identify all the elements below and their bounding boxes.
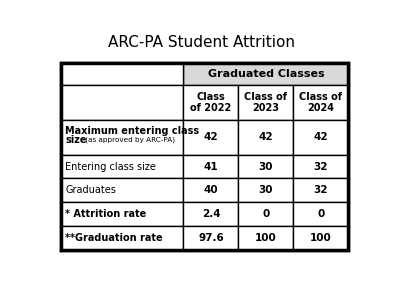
- Bar: [294, 178, 348, 202]
- Bar: [61, 63, 184, 85]
- Text: 0: 0: [317, 209, 325, 219]
- Text: Class of
2023: Class of 2023: [244, 92, 288, 113]
- Bar: [184, 120, 238, 155]
- Bar: [61, 63, 348, 250]
- Bar: [238, 202, 294, 226]
- Text: 2.4: 2.4: [202, 209, 220, 219]
- Text: **Graduation rate: **Graduation rate: [65, 233, 163, 243]
- Text: 42: 42: [204, 132, 218, 143]
- Bar: [184, 178, 238, 202]
- Bar: [61, 178, 184, 202]
- Bar: [238, 226, 294, 250]
- Bar: [238, 85, 294, 120]
- Text: Graduated Classes: Graduated Classes: [208, 69, 324, 79]
- Bar: [184, 202, 238, 226]
- Text: 0: 0: [262, 209, 269, 219]
- Bar: [184, 155, 238, 178]
- Text: 40: 40: [204, 185, 218, 195]
- Bar: [294, 85, 348, 120]
- Text: 42: 42: [314, 132, 328, 143]
- Bar: [61, 120, 184, 155]
- Text: Class
of 2022: Class of 2022: [190, 92, 232, 113]
- Bar: [61, 85, 184, 120]
- Text: (as approved by ARC-PA): (as approved by ARC-PA): [83, 137, 175, 143]
- Bar: [238, 120, 294, 155]
- Text: Class of
2024: Class of 2024: [299, 92, 342, 113]
- Text: Maximum entering class: Maximum entering class: [65, 126, 199, 136]
- Text: 30: 30: [259, 162, 273, 172]
- Text: size: size: [65, 135, 87, 145]
- Bar: [294, 226, 348, 250]
- Bar: [238, 155, 294, 178]
- Text: 41: 41: [204, 162, 218, 172]
- Text: 30: 30: [259, 185, 273, 195]
- Text: 32: 32: [314, 162, 328, 172]
- Text: 32: 32: [314, 185, 328, 195]
- Bar: [61, 226, 184, 250]
- Text: 100: 100: [310, 233, 332, 243]
- Text: Graduates: Graduates: [65, 185, 116, 195]
- Bar: [294, 155, 348, 178]
- Bar: [294, 120, 348, 155]
- Bar: [238, 178, 294, 202]
- Bar: [61, 202, 184, 226]
- Bar: [184, 85, 238, 120]
- Bar: [61, 63, 348, 250]
- Text: 97.6: 97.6: [198, 233, 224, 243]
- Bar: [294, 202, 348, 226]
- Bar: [184, 226, 238, 250]
- Text: 100: 100: [255, 233, 277, 243]
- Bar: [61, 155, 184, 178]
- Text: * Attrition rate: * Attrition rate: [65, 209, 147, 219]
- Bar: [184, 63, 348, 85]
- Text: ARC-PA Student Attrition: ARC-PA Student Attrition: [108, 35, 296, 50]
- Text: 42: 42: [258, 132, 273, 143]
- Text: Entering class size: Entering class size: [65, 162, 156, 172]
